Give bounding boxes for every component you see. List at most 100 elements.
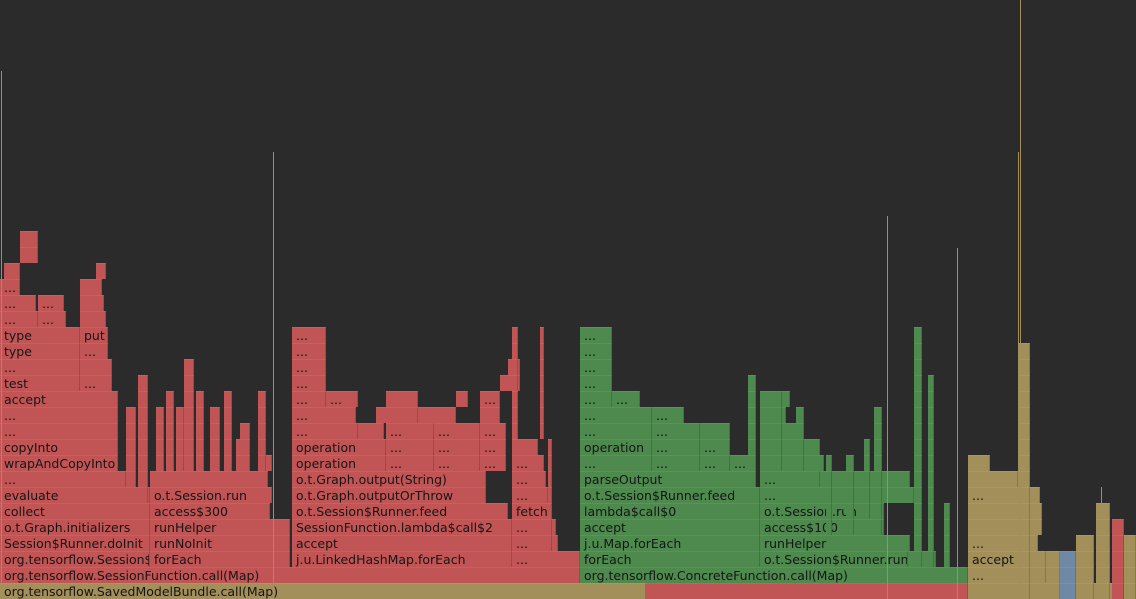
frame[interactable] xyxy=(156,439,164,455)
frame-spike[interactable] xyxy=(1101,487,1102,599)
frame[interactable] xyxy=(126,439,136,455)
frame[interactable] xyxy=(210,423,220,439)
frame[interactable] xyxy=(928,375,934,391)
frame-run-helper[interactable]: runHelper xyxy=(150,519,290,535)
frame[interactable] xyxy=(1112,551,1124,567)
frame-ellipsis[interactable]: ... xyxy=(386,423,434,439)
frame-access-300[interactable]: access$300 xyxy=(150,503,270,519)
frame[interactable] xyxy=(20,231,38,247)
frame-ellipsis[interactable]: ... xyxy=(580,343,612,359)
frame[interactable] xyxy=(20,247,38,263)
frame[interactable] xyxy=(138,439,148,455)
frame[interactable] xyxy=(176,407,184,423)
frame-ellipsis[interactable]: ... xyxy=(968,567,1046,583)
frame[interactable] xyxy=(548,535,552,551)
frame[interactable] xyxy=(1124,535,1136,551)
frame-session-function-lambda[interactable]: SessionFunction.lambda$call$2 xyxy=(292,519,512,535)
frame-ellipsis[interactable]: ... xyxy=(580,423,652,439)
frame[interactable] xyxy=(776,407,782,423)
frame[interactable] xyxy=(928,503,934,519)
frame[interactable] xyxy=(4,263,20,279)
frame-map-foreach[interactable]: j.u.Map.forEach xyxy=(580,535,760,551)
frame-concrete-function-call[interactable]: org.tensorflow.ConcreteFunction.call(Map… xyxy=(580,567,968,583)
frame-ellipsis[interactable]: ... xyxy=(292,391,326,407)
frame[interactable] xyxy=(80,279,102,295)
frame[interactable] xyxy=(1076,551,1094,567)
frame-run-no-init[interactable]: runNoInit xyxy=(150,535,290,551)
frame[interactable] xyxy=(156,455,164,471)
frame-ellipsis[interactable]: ... xyxy=(434,439,480,455)
frame-ellipsis[interactable]: ... xyxy=(0,359,80,375)
frame[interactable] xyxy=(914,535,922,551)
frame[interactable] xyxy=(914,359,922,375)
frame[interactable] xyxy=(944,551,950,567)
frame[interactable] xyxy=(512,343,518,359)
frame[interactable] xyxy=(796,423,804,439)
frame[interactable] xyxy=(874,471,882,487)
frame[interactable] xyxy=(540,423,544,439)
frame[interactable] xyxy=(224,455,232,471)
frame[interactable] xyxy=(540,375,544,391)
frame[interactable] xyxy=(1124,551,1136,567)
frame[interactable] xyxy=(1018,535,1030,551)
frame[interactable] xyxy=(210,407,220,423)
frame[interactable] xyxy=(944,535,950,551)
frame[interactable] xyxy=(846,503,854,519)
frame[interactable] xyxy=(748,375,756,391)
frame-spike[interactable] xyxy=(1020,0,1021,599)
frame-ellipsis[interactable]: ... xyxy=(652,439,700,455)
frame[interactable] xyxy=(846,455,854,471)
frame[interactable] xyxy=(138,391,148,407)
frame[interactable] xyxy=(928,455,934,471)
frame[interactable] xyxy=(1060,567,1076,583)
frame[interactable] xyxy=(456,391,468,407)
frame-accept[interactable]: accept xyxy=(580,519,760,535)
frame[interactable] xyxy=(748,407,756,423)
frame[interactable] xyxy=(224,423,232,439)
frame[interactable] xyxy=(874,519,882,535)
frame[interactable] xyxy=(138,423,148,439)
frame-spike[interactable] xyxy=(1,71,2,599)
frame-ellipsis[interactable]: ... xyxy=(434,455,480,471)
frame-ellipsis[interactable]: ... xyxy=(512,519,556,535)
frame[interactable] xyxy=(914,503,922,519)
frame[interactable] xyxy=(548,455,552,471)
frame[interactable] xyxy=(512,423,518,439)
frame-spike[interactable] xyxy=(957,248,958,599)
frame[interactable] xyxy=(184,423,194,439)
frame-accept[interactable]: accept xyxy=(0,391,118,407)
frame[interactable] xyxy=(914,423,922,439)
frame-ellipsis[interactable]: ... xyxy=(700,455,730,471)
frame[interactable] xyxy=(196,391,204,407)
frame[interactable] xyxy=(138,407,148,423)
frame-ellipsis[interactable]: ... xyxy=(0,279,20,295)
frame[interactable] xyxy=(928,423,934,439)
frame-session-runner-feed[interactable]: o.t.Session$Runner.feed xyxy=(580,487,760,503)
frame[interactable] xyxy=(1046,551,1060,567)
frame[interactable] xyxy=(796,407,804,423)
frame-for-each[interactable]: forEach xyxy=(580,551,760,567)
frame-ellipsis[interactable]: ... xyxy=(580,359,612,375)
frame[interactable] xyxy=(968,503,1042,519)
frame-session-runner-doinit[interactable]: Session$Runner.doInit xyxy=(0,535,150,551)
frame[interactable] xyxy=(240,423,250,439)
frame[interactable] xyxy=(1018,423,1030,439)
frame[interactable] xyxy=(1096,519,1110,535)
frame-for-each[interactable]: forEach xyxy=(150,551,290,567)
frame[interactable] xyxy=(548,487,552,503)
frame[interactable] xyxy=(928,391,934,407)
frame[interactable] xyxy=(258,439,266,455)
frame[interactable] xyxy=(968,455,990,471)
frame-session-run[interactable]: o.t.Session.run xyxy=(150,487,272,503)
frame-fetch[interactable]: fetch xyxy=(512,503,552,519)
frame-session-runner-run[interactable]: org.tensorflow.Session$Runner.run() xyxy=(0,551,150,567)
frame-ellipsis[interactable]: ... xyxy=(0,471,126,487)
frame-ellipsis[interactable]: ... xyxy=(386,439,434,455)
frame-ellipsis[interactable]: ... xyxy=(480,391,500,407)
frame[interactable] xyxy=(1096,551,1110,567)
frame-ellipsis[interactable]: ... xyxy=(80,375,112,391)
frame[interactable] xyxy=(548,503,552,519)
frame[interactable] xyxy=(512,407,518,423)
frame[interactable] xyxy=(914,407,922,423)
